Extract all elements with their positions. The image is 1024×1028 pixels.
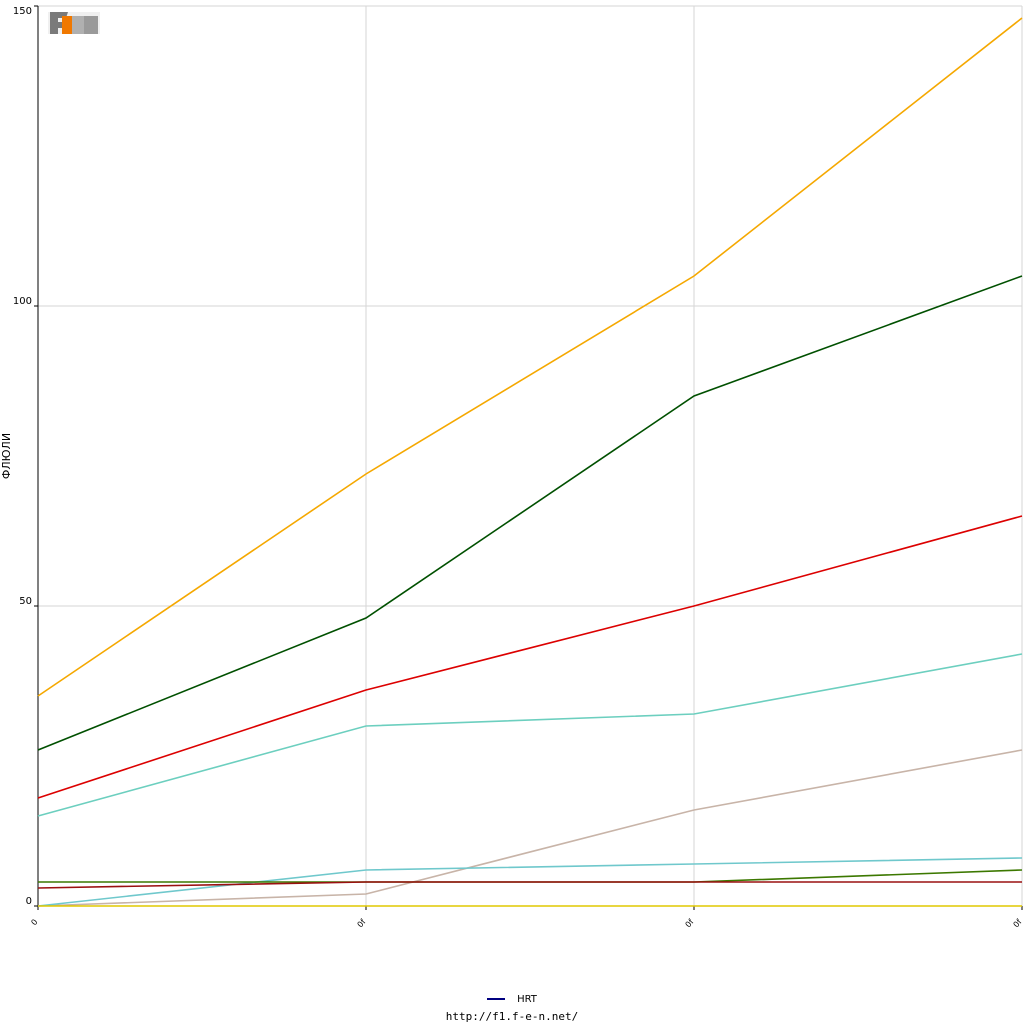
series-layer [37, 17, 1023, 907]
footer-url: http://f1.f-e-n.net/ [445, 1010, 579, 1023]
y-axis-label: ФЛЮЛИ [0, 433, 13, 479]
grid-layer [38, 5, 1023, 907]
y-tick-label: 0 [26, 896, 32, 907]
y-tick-label: 150 [13, 6, 32, 17]
x-tick-label: 0 [29, 918, 39, 928]
f1en-logo [48, 10, 100, 36]
y-tick-label: 100 [13, 296, 32, 307]
legend: HRT [0, 990, 1024, 1008]
x-tick-label: 0f [1012, 917, 1024, 929]
legend-swatch [487, 998, 506, 1000]
label-layer: 0 50 100 150 0 0f 0f 0f ФЛЮЛИ [0, 6, 1024, 929]
series-line [37, 515, 1023, 799]
series-line [37, 857, 1023, 907]
legend-label: HRT [517, 993, 537, 1005]
series-line [37, 653, 1023, 817]
x-tick-label: 0f [684, 917, 696, 929]
axis-layer [34, 5, 1023, 910]
series-line [37, 275, 1023, 751]
series-line [37, 881, 1022, 889]
series-line [38, 869, 1023, 883]
y-tick-label: 50 [19, 596, 32, 607]
series-line [37, 17, 1023, 697]
x-tick-label: 0f [356, 917, 368, 929]
series-line [37, 749, 1023, 907]
